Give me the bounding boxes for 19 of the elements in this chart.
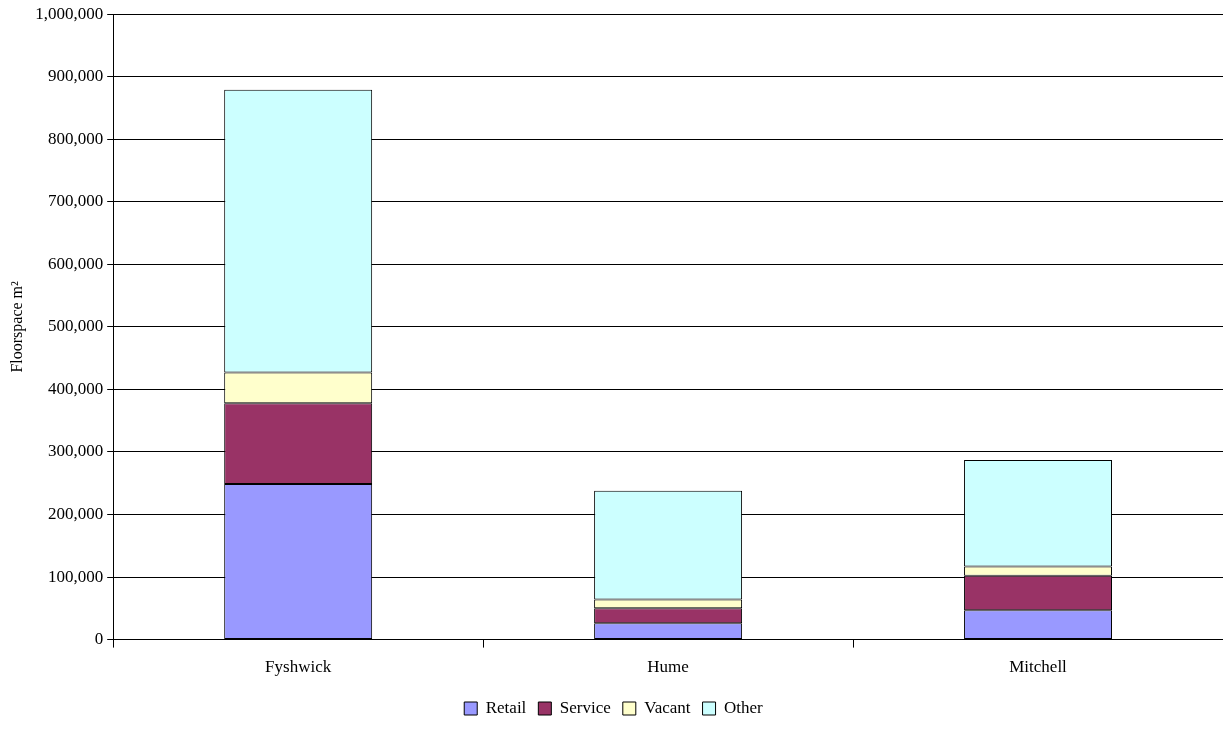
y-tick-label: 700,000 — [47, 191, 104, 211]
y-tick-label: 900,000 — [47, 66, 104, 86]
y-tick-label: 400,000 — [47, 378, 104, 398]
y-tick-label: 500,000 — [47, 316, 104, 336]
y-tick-label: 1,000,000 — [35, 3, 104, 23]
y-tick-label: 0 — [94, 629, 104, 649]
legend-label: Retail — [485, 697, 527, 717]
x-tick-label: Mitchell — [1009, 657, 1068, 677]
y-axis-title: Floorspace m² — [7, 280, 26, 373]
y-tick-label: 200,000 — [47, 503, 104, 523]
x-tick-label: Hume — [647, 657, 689, 677]
y-tick-label: 800,000 — [47, 128, 104, 148]
x-tick-label: Fyshwick — [265, 657, 332, 677]
legend-label: Service — [559, 697, 611, 717]
legend-label: Vacant — [644, 697, 691, 717]
y-tick-label: 100,000 — [47, 566, 104, 586]
y-tick-label: 300,000 — [47, 441, 104, 461]
legend-label: Other — [724, 697, 764, 717]
y-tick-label: 600,000 — [47, 253, 104, 273]
